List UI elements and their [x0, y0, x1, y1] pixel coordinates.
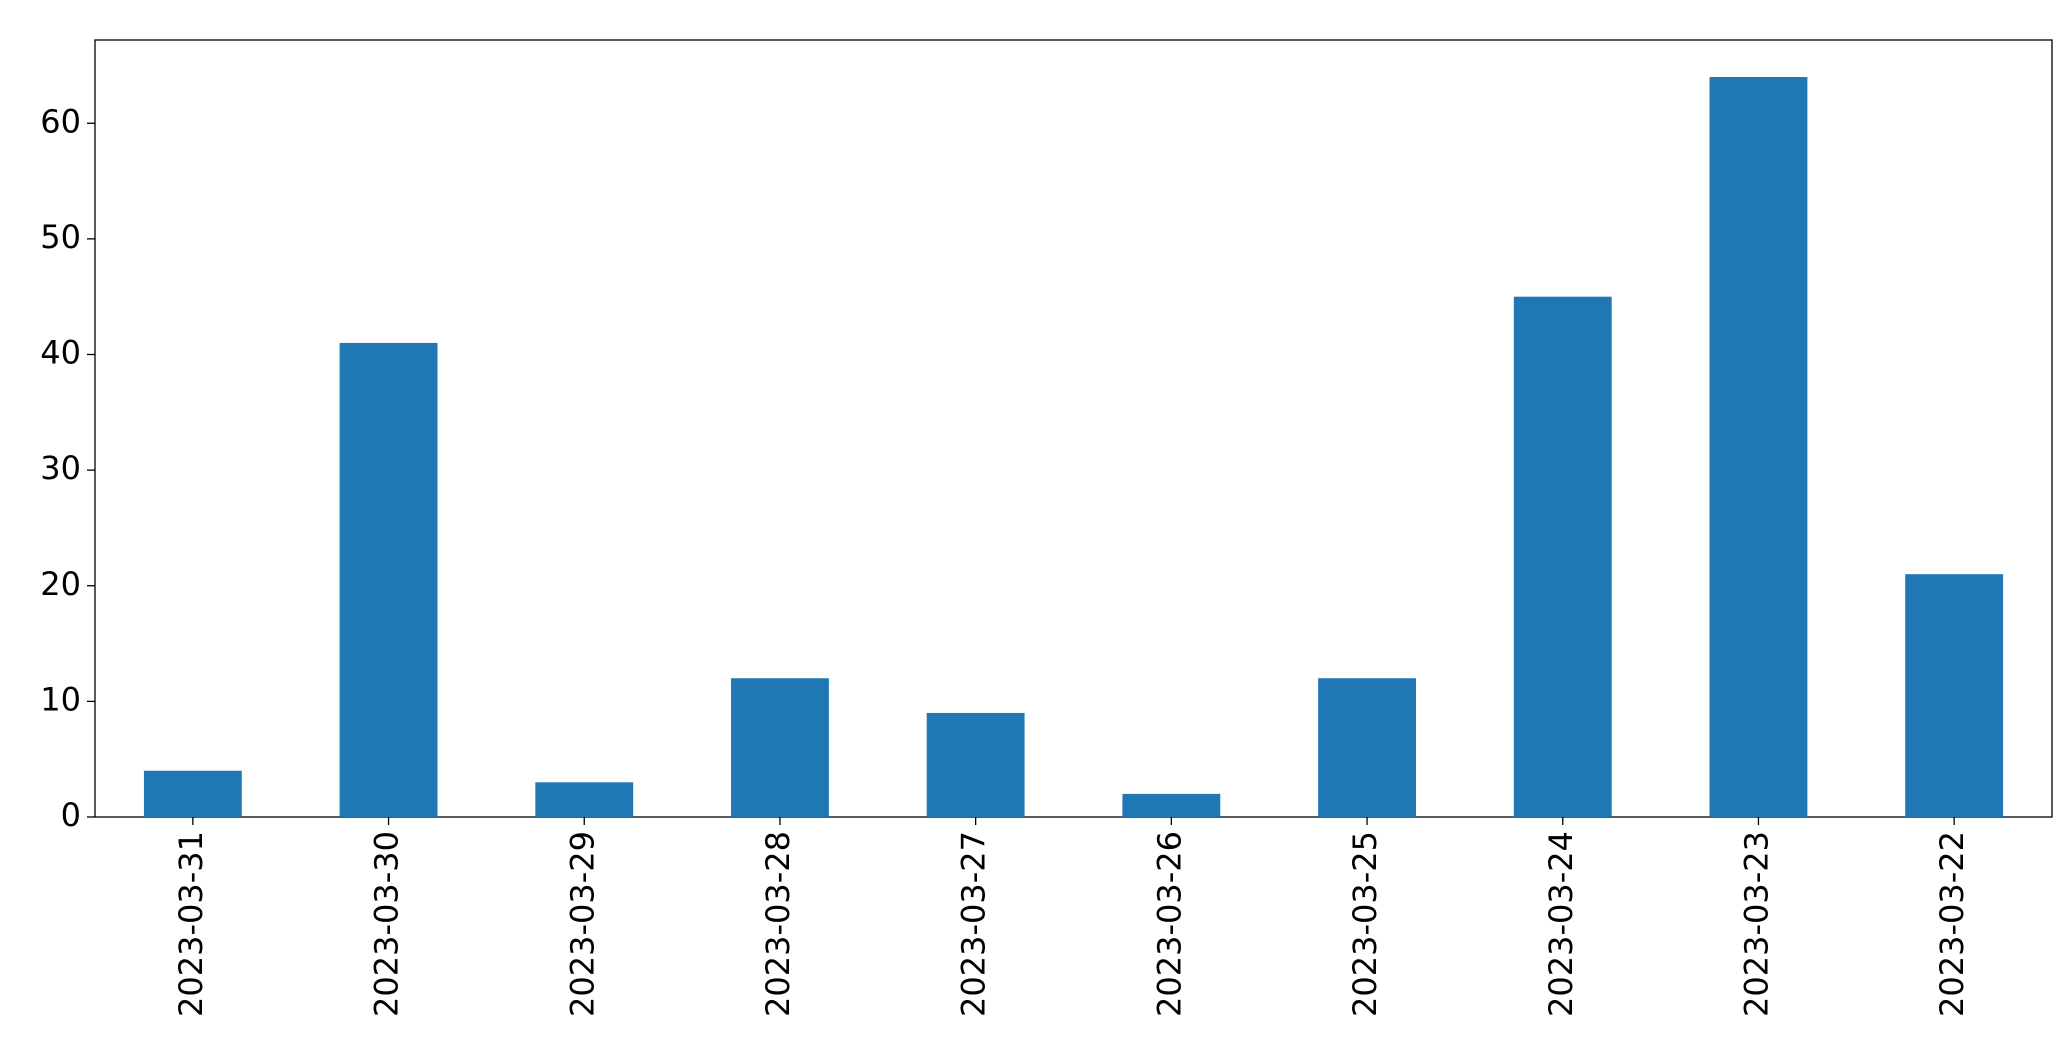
- plot-frame: [94, 39, 2053, 818]
- y-tick-label: 40: [40, 334, 81, 372]
- y-tick-label: 20: [40, 565, 81, 603]
- y-tick-label: 10: [40, 680, 81, 718]
- x-tick-label: 2023-03-23: [1737, 831, 1775, 1017]
- bar: [1513, 296, 1612, 817]
- y-tick-label: 60: [40, 102, 81, 140]
- bar: [1709, 77, 1808, 817]
- x-tick-label: 2023-03-29: [563, 831, 601, 1017]
- x-tick-label: 2023-03-25: [1346, 831, 1384, 1017]
- x-tick-label: 2023-03-28: [759, 831, 797, 1017]
- bar: [1318, 678, 1416, 817]
- bar: [143, 770, 242, 817]
- bar: [1122, 793, 1221, 817]
- x-tick-label: 2023-03-24: [1542, 831, 1580, 1017]
- x-tick-label: 2023-03-30: [368, 831, 406, 1017]
- bar: [1905, 574, 2004, 817]
- x-tick-label: 2023-03-26: [1150, 831, 1188, 1017]
- y-tick-label: 0: [61, 796, 81, 834]
- x-tick-label: 2023-03-31: [172, 831, 210, 1017]
- bar: [731, 678, 829, 817]
- y-tick-label: 30: [40, 449, 81, 487]
- x-tick-label: 2023-03-27: [955, 831, 993, 1017]
- y-tick-label: 50: [40, 218, 81, 256]
- x-tick-label: 2023-03-22: [1933, 831, 1971, 1017]
- bar: [535, 782, 634, 817]
- bar: [926, 712, 1025, 817]
- bar: [339, 342, 438, 817]
